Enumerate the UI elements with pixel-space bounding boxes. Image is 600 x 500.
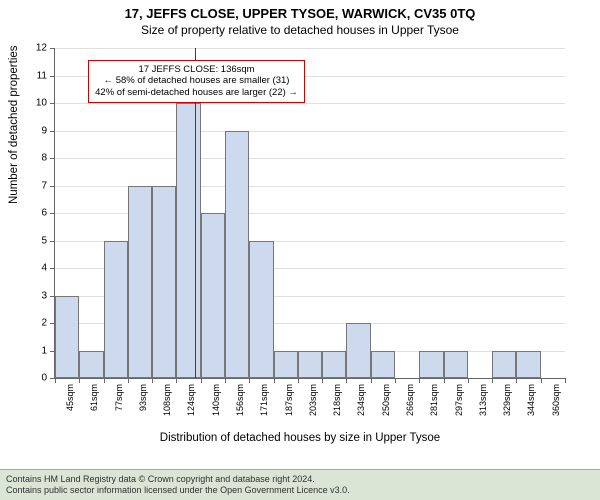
footer-line-2: Contains public sector information licen… [6, 485, 594, 496]
annotation-line-2: ← 58% of detached houses are smaller (31… [95, 75, 298, 87]
histogram-bar [371, 351, 395, 379]
y-tick-label: 2 [41, 318, 55, 329]
x-tick [492, 378, 493, 383]
y-tick-label: 12 [36, 43, 55, 54]
y-tick-label: 11 [37, 70, 55, 81]
x-tick [516, 378, 517, 383]
x-tick-label: 313sqm [472, 378, 488, 416]
histogram-bar [225, 131, 249, 379]
x-tick-label: 203sqm [302, 378, 318, 416]
x-tick [225, 378, 226, 383]
x-tick [395, 378, 396, 383]
x-tick [419, 378, 420, 383]
x-tick [152, 378, 153, 383]
x-tick [274, 378, 275, 383]
x-tick-label: 234sqm [350, 378, 366, 416]
annotation-line-3: 42% of semi-detached houses are larger (… [95, 87, 298, 99]
chart-container: 17, JEFFS CLOSE, UPPER TYSOE, WARWICK, C… [0, 0, 600, 500]
x-tick [468, 378, 469, 383]
histogram-bar [444, 351, 468, 379]
y-tick-label: 10 [36, 98, 55, 109]
x-tick [322, 378, 323, 383]
histogram-bar [249, 241, 273, 379]
x-tick-label: 281sqm [423, 378, 439, 416]
y-axis-title: Number of detached properties [8, 45, 20, 204]
x-tick [201, 378, 202, 383]
y-tick-label: 1 [41, 345, 55, 356]
y-tick-label: 6 [41, 208, 55, 219]
histogram-bar [516, 351, 540, 379]
gridline [55, 158, 565, 159]
histogram-bar [55, 296, 79, 379]
x-tick [371, 378, 372, 383]
annotation-line-1: 17 JEFFS CLOSE: 136sqm [95, 64, 298, 76]
x-tick [444, 378, 445, 383]
histogram-bar [201, 213, 225, 378]
histogram-bar [419, 351, 443, 379]
y-tick-label: 3 [41, 290, 55, 301]
x-tick-label: 360sqm [545, 378, 561, 416]
x-tick [79, 378, 80, 383]
footer-line-1: Contains HM Land Registry data © Crown c… [6, 474, 594, 485]
y-tick-label: 5 [41, 235, 55, 246]
x-tick [346, 378, 347, 383]
x-tick [249, 378, 250, 383]
x-tick-label: 329sqm [496, 378, 512, 416]
x-tick [565, 378, 566, 383]
chart-title: 17, JEFFS CLOSE, UPPER TYSOE, WARWICK, C… [0, 0, 600, 21]
x-tick-label: 93sqm [132, 378, 148, 411]
annotation-box: 17 JEFFS CLOSE: 136sqm ← 58% of detached… [88, 60, 305, 104]
x-tick-label: 266sqm [399, 378, 415, 416]
x-tick-label: 218sqm [326, 378, 342, 416]
gridline [55, 48, 565, 49]
plot-area: 012345678910111245sqm61sqm77sqm93sqm108s… [54, 48, 565, 379]
x-tick-label: 344sqm [520, 378, 536, 416]
histogram-bar [152, 186, 176, 379]
x-tick [55, 378, 56, 383]
x-tick [541, 378, 542, 383]
x-tick-label: 77sqm [108, 378, 124, 411]
x-tick-label: 61sqm [83, 378, 99, 411]
x-tick-label: 187sqm [278, 378, 294, 416]
gridline [55, 131, 565, 132]
x-tick-label: 45sqm [59, 378, 75, 411]
x-tick-label: 297sqm [448, 378, 464, 416]
y-tick-label: 9 [41, 125, 55, 136]
x-tick-label: 156sqm [229, 378, 245, 416]
x-tick-label: 124sqm [180, 378, 196, 416]
footer-attribution: Contains HM Land Registry data © Crown c… [0, 469, 600, 500]
x-tick-label: 108sqm [156, 378, 172, 416]
histogram-bar [346, 323, 370, 378]
histogram-bar [128, 186, 152, 379]
x-tick [128, 378, 129, 383]
histogram-bar [104, 241, 128, 379]
x-tick [298, 378, 299, 383]
x-tick-label: 171sqm [253, 378, 269, 416]
histogram-bar [79, 351, 103, 379]
y-tick-label: 4 [41, 263, 55, 274]
histogram-bar [322, 351, 346, 379]
x-tick-label: 250sqm [375, 378, 391, 416]
x-tick-label: 140sqm [205, 378, 221, 416]
y-tick-label: 0 [41, 373, 55, 384]
chart-subtitle: Size of property relative to detached ho… [0, 21, 600, 37]
x-tick [176, 378, 177, 383]
x-tick [104, 378, 105, 383]
histogram-bar [176, 103, 200, 378]
x-axis-title: Distribution of detached houses by size … [0, 432, 600, 444]
histogram-bar [274, 351, 298, 379]
histogram-bar [298, 351, 322, 379]
y-tick-label: 7 [41, 180, 55, 191]
y-tick-label: 8 [41, 153, 55, 164]
histogram-bar [492, 351, 516, 379]
